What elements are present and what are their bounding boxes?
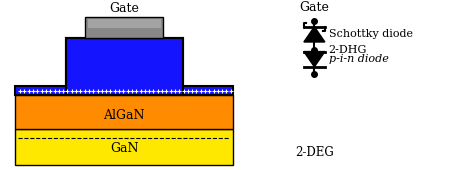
Polygon shape bbox=[304, 27, 325, 42]
Bar bbox=[88, 19, 161, 28]
Text: GaN: GaN bbox=[110, 142, 138, 156]
Text: p-GaN: p-GaN bbox=[104, 56, 145, 70]
Text: Schottky diode: Schottky diode bbox=[328, 29, 413, 39]
Bar bbox=[15, 96, 233, 129]
Text: 2-DHG: 2-DHG bbox=[328, 45, 367, 55]
Polygon shape bbox=[304, 52, 325, 67]
Bar bbox=[15, 129, 233, 165]
Text: AlGaN: AlGaN bbox=[103, 109, 145, 122]
Text: p-i-n diode: p-i-n diode bbox=[328, 54, 389, 64]
Text: 2-DEG: 2-DEG bbox=[295, 146, 334, 159]
Text: Gate: Gate bbox=[300, 1, 329, 14]
Bar bbox=[15, 86, 233, 96]
Bar bbox=[66, 38, 182, 96]
Bar bbox=[85, 17, 164, 38]
Text: Gate: Gate bbox=[109, 2, 139, 15]
